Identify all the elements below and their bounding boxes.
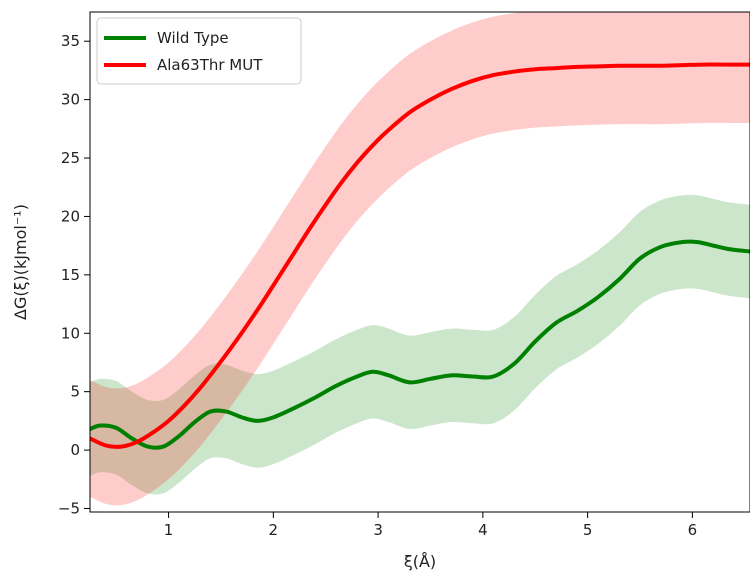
legend: Wild Type Ala63Thr MUT — [96, 17, 302, 85]
y-tick-label: 15 — [61, 266, 80, 284]
x-axis-label: ξ(Å) — [404, 552, 436, 571]
axes: 1 2 3 4 5 6 −5 0 5 10 15 20 25 30 35 — [58, 11, 750, 539]
plot-background — [90, 12, 750, 512]
x-tick-label: 5 — [583, 521, 593, 539]
legend-label-ala63thr-mut: Ala63Thr MUT — [157, 56, 263, 74]
x-tick-label: 6 — [688, 521, 698, 539]
line-wild-type — [90, 239, 750, 450]
series-lines — [90, 62, 750, 450]
line-ala63thr-mut — [90, 62, 750, 449]
plot-frame — [89, 11, 750, 513]
x-tick-label: 3 — [373, 521, 383, 539]
y-tick-label: 35 — [61, 32, 80, 50]
band-ala63thr-mut — [90, 12, 750, 506]
y-tick-label: 20 — [61, 207, 80, 225]
y-tick-label: 0 — [70, 441, 80, 459]
x-tick-label: 1 — [164, 521, 174, 539]
y-tick-label: 5 — [70, 383, 80, 401]
y-tick-label: 10 — [61, 324, 80, 342]
y-tick-label: 30 — [61, 91, 80, 109]
x-tick-label: 4 — [478, 521, 488, 539]
y-tick-label: −5 — [58, 499, 80, 517]
x-tick-label: 2 — [269, 521, 279, 539]
y-tick-label: 25 — [61, 149, 80, 167]
legend-label-wild-type: Wild Type — [157, 29, 229, 47]
y-axis-label: ΔG(ξ)(kJmol⁻¹) — [11, 204, 30, 320]
legend-box — [96, 17, 302, 85]
